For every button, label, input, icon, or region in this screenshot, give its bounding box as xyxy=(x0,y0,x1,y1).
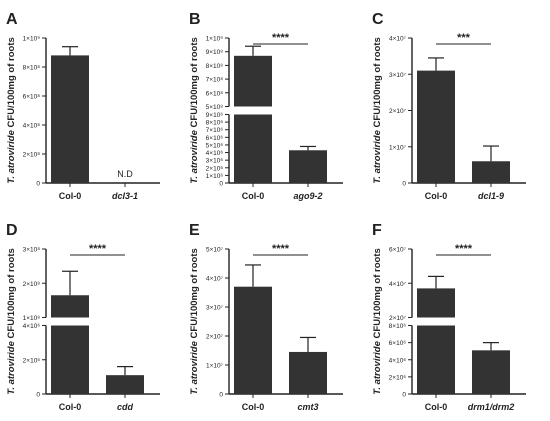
x-tick-label: dcl1-9 xyxy=(478,191,504,201)
y-tick-label: 2×10⁷ xyxy=(389,315,407,322)
y-tick-label: 4×10⁶ xyxy=(389,357,407,364)
significance-stars: **** xyxy=(89,243,107,255)
y-tick-label: 0 xyxy=(402,181,406,188)
y-tick-label: 0 xyxy=(219,181,223,188)
bar-lower xyxy=(234,114,272,183)
significance-stars: **** xyxy=(272,243,290,255)
x-tick-label: Col-0 xyxy=(59,191,82,201)
bar xyxy=(234,286,272,394)
y-tick-label: 2×10⁶ xyxy=(23,357,41,364)
y-tick-label: 6×10⁸ xyxy=(206,90,224,97)
x-tick-label: dcl3-1 xyxy=(112,191,138,201)
x-tick-label: Col-0 xyxy=(242,402,265,412)
y-tick-label: 6×10⁷ xyxy=(389,247,407,254)
y-tick-label: 2×10⁶ xyxy=(389,374,407,381)
bar xyxy=(417,70,455,183)
chart-panel-d: D T. atroviride CFU/100mg of roots 0 2×10⁶ 4… xyxy=(6,222,160,412)
y-tick-label: 7×10⁸ xyxy=(206,77,224,84)
y-tick-label: 0 xyxy=(36,181,40,188)
bar xyxy=(472,350,510,394)
chart-panel-c: C T. atroviride CFU/100mg of roots 0 1×10⁷ 2… xyxy=(372,11,526,201)
y-tick-label: 4×10⁶ xyxy=(206,150,224,157)
bar xyxy=(234,55,272,107)
y-tick-label: 1×10⁶ xyxy=(206,173,224,180)
y-tick-label: 1×10⁹ xyxy=(23,36,41,43)
y-tick-label: 3×10⁷ xyxy=(206,305,224,312)
y-tick-label: 6×10⁸ xyxy=(23,94,41,101)
significance-stars: **** xyxy=(272,32,290,44)
chart-panel-f: F T. atroviride CFU/100mg of roots 0 2×10⁶ 4… xyxy=(372,222,526,412)
y-tick-label: 8×10⁸ xyxy=(206,63,224,70)
y-tick-label: 3×10⁷ xyxy=(389,72,407,79)
y-axis-label: T. atroviride CFU/100mg of roots xyxy=(6,37,17,184)
panel-label: E xyxy=(189,222,200,239)
y-tick-label: 2×10⁸ xyxy=(23,281,41,288)
y-tick-label: 5×10⁷ xyxy=(206,247,224,254)
bar xyxy=(51,295,89,318)
chart-panel-e: E T. atroviride CFU/100mg of roots 0 1×10⁷ 2… xyxy=(189,222,343,412)
y-tick-label: 9×10⁸ xyxy=(206,49,224,56)
y-axis-label: T. atroviride CFU/100mg of roots xyxy=(189,248,200,395)
y-tick-label: 8×10⁸ xyxy=(23,65,41,72)
y-axis-label: T. atroviride CFU/100mg of roots xyxy=(372,37,383,184)
significance-stars: *** xyxy=(457,32,471,44)
x-tick-label: Col-0 xyxy=(242,191,265,201)
x-tick-label: drm1/drm2 xyxy=(468,402,515,412)
panel-label: D xyxy=(6,222,18,239)
bar-lower xyxy=(51,325,89,394)
y-tick-label: 1×10⁷ xyxy=(389,144,407,151)
y-tick-label: 2×10⁸ xyxy=(23,152,41,159)
y-tick-label: 9×10⁶ xyxy=(206,112,224,119)
bar xyxy=(417,288,455,318)
y-tick-label: 2×10⁷ xyxy=(206,334,224,341)
x-tick-label: cdd xyxy=(117,402,134,412)
bar xyxy=(106,375,144,394)
bar xyxy=(51,55,89,183)
not-detected-label: N.D xyxy=(117,169,133,179)
y-tick-label: 3×10⁸ xyxy=(23,247,41,254)
y-tick-label: 5×10⁸ xyxy=(206,104,224,111)
bar xyxy=(472,161,510,183)
x-tick-label: ago9-2 xyxy=(293,191,322,201)
significance-stars: **** xyxy=(455,243,473,255)
x-tick-label: Col-0 xyxy=(59,402,82,412)
y-tick-label: 2×10⁷ xyxy=(389,108,407,115)
y-tick-label: 4×10⁶ xyxy=(23,323,41,330)
y-tick-label: 0 xyxy=(219,392,223,399)
chart-panel-b: B T. atroviride CFU/100mg of roots 01×10⁶2… xyxy=(189,11,343,201)
y-tick-label: 4×10⁷ xyxy=(389,281,407,288)
y-tick-label: 5×10⁶ xyxy=(206,142,224,149)
y-tick-label: 1×10⁸ xyxy=(23,315,41,322)
bar xyxy=(289,150,327,183)
chart-panel-a: A T. atroviride CFU/100mg of roots 0 2×10⁸ 4… xyxy=(6,11,160,201)
y-tick-label: 4×10⁷ xyxy=(389,36,407,43)
panel-label: C xyxy=(372,11,384,28)
y-tick-label: 1×10⁹ xyxy=(206,36,224,43)
x-tick-label: Col-0 xyxy=(425,191,448,201)
y-tick-label: 8×10⁶ xyxy=(206,120,224,127)
panel-label: F xyxy=(372,222,382,239)
y-tick-label: 8×10⁶ xyxy=(389,323,407,330)
y-tick-label: 6×10⁶ xyxy=(389,340,407,347)
y-tick-label: 0 xyxy=(402,392,406,399)
bar-lower xyxy=(417,325,455,394)
y-tick-label: 0 xyxy=(36,392,40,399)
y-axis-label: T. atroviride CFU/100mg of roots xyxy=(372,248,383,395)
x-tick-label: cmt3 xyxy=(297,402,318,412)
y-axis-label: T. atroviride CFU/100mg of roots xyxy=(6,248,17,395)
panel-label: B xyxy=(189,11,201,28)
y-tick-label: 4×10⁸ xyxy=(23,123,41,130)
y-tick-label: 3×10⁶ xyxy=(206,158,224,165)
x-tick-label: Col-0 xyxy=(425,402,448,412)
panel-label: A xyxy=(6,11,18,28)
y-axis-label: T. atroviride CFU/100mg of roots xyxy=(189,37,200,184)
y-tick-label: 6×10⁶ xyxy=(206,135,224,142)
bar xyxy=(289,351,327,394)
y-tick-label: 4×10⁷ xyxy=(206,276,224,283)
y-tick-label: 2×10⁶ xyxy=(206,165,224,172)
y-tick-label: 7×10⁶ xyxy=(206,127,224,134)
y-tick-label: 1×10⁷ xyxy=(206,363,224,370)
